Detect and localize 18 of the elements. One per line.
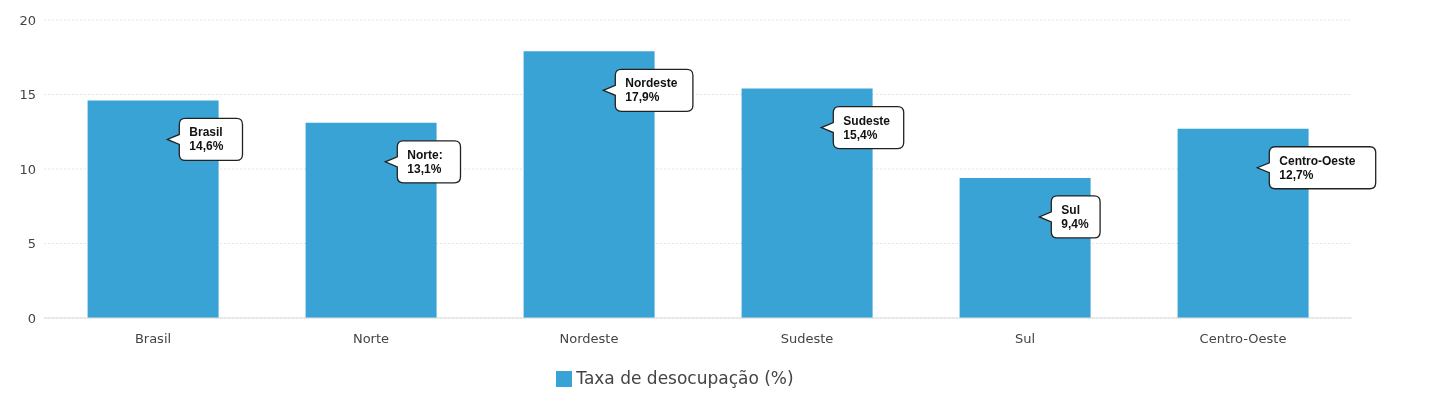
data-label: Sudeste 15,4% — [843, 113, 891, 142]
data-label: Sul 9,4% — [1061, 202, 1089, 231]
x-tick-label: Brasil — [134, 331, 172, 347]
data-label: Brasil 14,6% — [189, 125, 224, 154]
data-label: Nordeste 17,9% — [625, 76, 678, 105]
y-tick-label: 10 — [19, 161, 36, 177]
x-tick-label: Nordeste — [559, 331, 619, 347]
y-tick-label: 20 — [19, 12, 36, 28]
x-tick-label: Centro-Oeste — [1199, 331, 1287, 347]
y-tick-label: 5 — [27, 236, 36, 252]
x-tick-label: Sudeste — [780, 331, 834, 347]
legend-label: Taxa de desocupação (%) — [576, 368, 794, 388]
x-tick-label: Sul — [1014, 331, 1036, 347]
x-tick-label: Norte — [352, 331, 390, 347]
y-tick-label: 15 — [19, 87, 36, 103]
data-label: Centro-Oeste 12,7% — [1279, 153, 1356, 182]
data-label: Norte: 13,1% — [407, 147, 443, 176]
y-tick-label: 0 — [27, 310, 36, 326]
